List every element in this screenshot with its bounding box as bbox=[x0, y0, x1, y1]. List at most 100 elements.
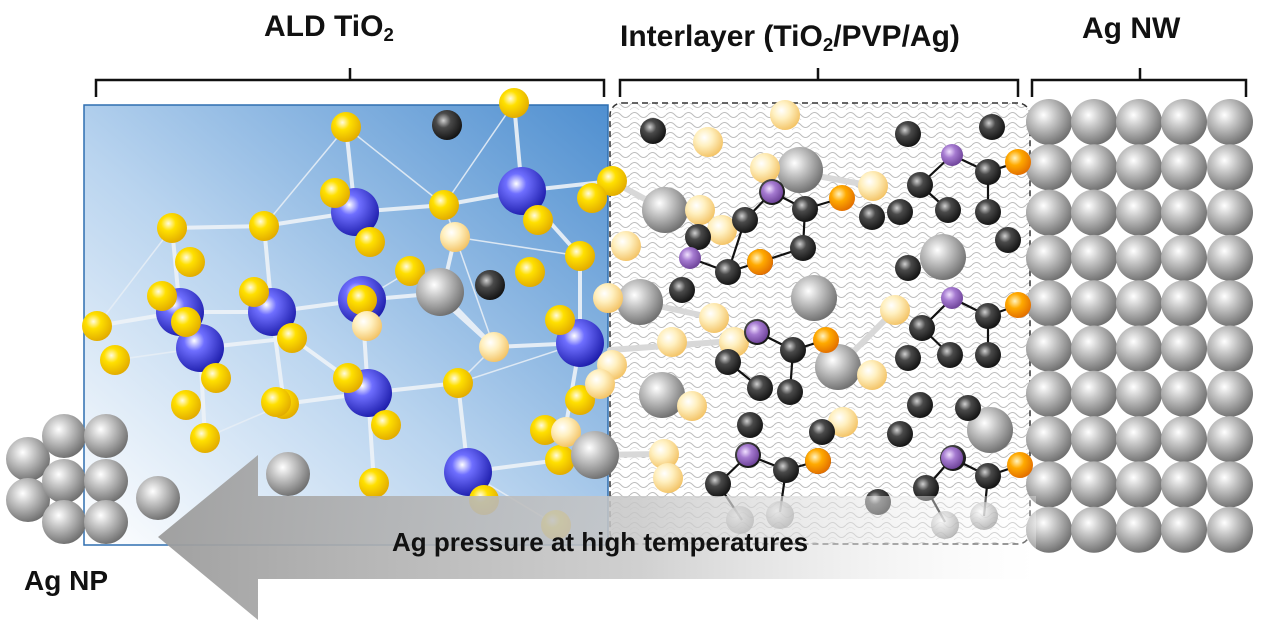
silver-atom bbox=[42, 459, 86, 503]
silver-atom bbox=[416, 268, 464, 316]
pale-oxygen-atom bbox=[693, 127, 723, 157]
oxygen-atom bbox=[565, 241, 595, 271]
silver-atom bbox=[1071, 144, 1117, 191]
silver-atom bbox=[1116, 370, 1162, 417]
pale-oxygen-atom bbox=[770, 100, 800, 130]
carbon-atom bbox=[895, 255, 921, 281]
carbon-atom bbox=[975, 342, 1001, 368]
silver-atom bbox=[1026, 370, 1072, 417]
silver-atom bbox=[1026, 461, 1072, 508]
silver-atom bbox=[1161, 144, 1207, 191]
silver-atom bbox=[1161, 99, 1207, 145]
carbon-atom bbox=[747, 375, 773, 401]
oxygen-atom bbox=[249, 211, 279, 241]
pale-oxygen-atom bbox=[857, 360, 887, 390]
carbon-atom bbox=[780, 337, 806, 363]
carbon-atom bbox=[475, 270, 505, 300]
silver-atom bbox=[1026, 99, 1072, 145]
carbon-atom bbox=[975, 303, 1001, 329]
carbon-atom bbox=[975, 199, 1001, 225]
carbon-atom bbox=[975, 463, 1001, 489]
oxygen-atom bbox=[443, 368, 473, 398]
oxygen-atom bbox=[545, 305, 575, 335]
silver-atom bbox=[1026, 280, 1072, 327]
pale-oxygen-atom bbox=[699, 303, 729, 333]
ald-tio2-label: ALD TiO2 bbox=[264, 10, 394, 46]
pale-oxygen-atom bbox=[858, 171, 888, 201]
oxygen-atom bbox=[515, 257, 545, 287]
silver-atom bbox=[1071, 416, 1117, 463]
pale-oxygen-atom bbox=[611, 231, 641, 261]
silver-atom bbox=[1207, 506, 1253, 553]
oxygen-atom bbox=[499, 88, 529, 118]
carbon-atom bbox=[955, 395, 981, 421]
silver-atom bbox=[6, 478, 50, 522]
silver-atom bbox=[1026, 234, 1072, 281]
orange-atom bbox=[813, 327, 839, 353]
carbon-atom bbox=[705, 471, 731, 497]
oxygen-atom bbox=[545, 445, 575, 475]
nitrogen-atom bbox=[941, 287, 963, 309]
oxygen-atom bbox=[429, 190, 459, 220]
carbon-atom bbox=[732, 207, 758, 233]
carbon-atom bbox=[640, 118, 666, 144]
silver-atom bbox=[791, 275, 837, 321]
carbon-atom bbox=[737, 412, 763, 438]
orange-atom bbox=[805, 448, 831, 474]
silver-atom bbox=[1026, 325, 1072, 372]
silver-atom bbox=[1026, 416, 1072, 463]
silver-atom bbox=[1207, 370, 1253, 417]
silver-atom bbox=[967, 407, 1013, 453]
pale-oxygen-atom bbox=[653, 463, 683, 493]
silver-atom bbox=[1207, 99, 1253, 145]
silver-atom bbox=[1071, 506, 1117, 553]
silver-atom bbox=[1207, 325, 1253, 372]
silver-atom bbox=[84, 459, 128, 503]
carbon-atom bbox=[777, 379, 803, 405]
carbon-atom bbox=[895, 121, 921, 147]
nitrogen-atom bbox=[679, 247, 701, 269]
ag-pressure-arrow bbox=[158, 455, 1036, 620]
silver-atom bbox=[1161, 461, 1207, 508]
ald-bracket bbox=[94, 68, 606, 97]
silver-atom bbox=[1207, 461, 1253, 508]
silver-atom bbox=[136, 476, 180, 520]
pale-oxygen-atom bbox=[685, 195, 715, 225]
oxygen-atom bbox=[277, 323, 307, 353]
oxygen-atom bbox=[597, 166, 627, 196]
silver-atom bbox=[1161, 280, 1207, 327]
oxygen-atom bbox=[523, 205, 553, 235]
pale-oxygen-atom bbox=[593, 283, 623, 313]
nitrogen-atom bbox=[941, 144, 963, 166]
silver-atom bbox=[1116, 280, 1162, 327]
pale-oxygen-atom bbox=[551, 417, 581, 447]
oxygen-atom bbox=[100, 345, 130, 375]
carbon-atom bbox=[859, 204, 885, 230]
carbon-atom bbox=[979, 114, 1005, 140]
silver-atom bbox=[1116, 506, 1162, 553]
oxygen-atom bbox=[201, 363, 231, 393]
carbon-atom bbox=[887, 199, 913, 225]
oxygen-atom bbox=[331, 112, 361, 142]
silver-atom bbox=[1116, 234, 1162, 281]
carbon-atom bbox=[792, 196, 818, 222]
silver-atom bbox=[1116, 461, 1162, 508]
silver-atom bbox=[1116, 416, 1162, 463]
titanium-atom bbox=[498, 167, 546, 215]
silver-atom bbox=[1071, 325, 1117, 372]
orange-atom bbox=[1005, 149, 1031, 175]
silver-atom bbox=[642, 187, 688, 233]
silver-atom bbox=[84, 500, 128, 544]
pale-oxygen-atom bbox=[880, 295, 910, 325]
carbon-atom bbox=[907, 172, 933, 198]
carbon-atom bbox=[669, 277, 695, 303]
silver-atom bbox=[1026, 506, 1072, 553]
carbon-atom bbox=[935, 197, 961, 223]
silver-atom bbox=[1071, 370, 1117, 417]
carbon-atom bbox=[995, 227, 1021, 253]
interlayer-label: Interlayer (TiO2/PVP/Ag) bbox=[620, 20, 960, 56]
carbon-atom bbox=[809, 419, 835, 445]
orange-atom bbox=[747, 249, 773, 275]
oxygen-atom bbox=[565, 385, 595, 415]
